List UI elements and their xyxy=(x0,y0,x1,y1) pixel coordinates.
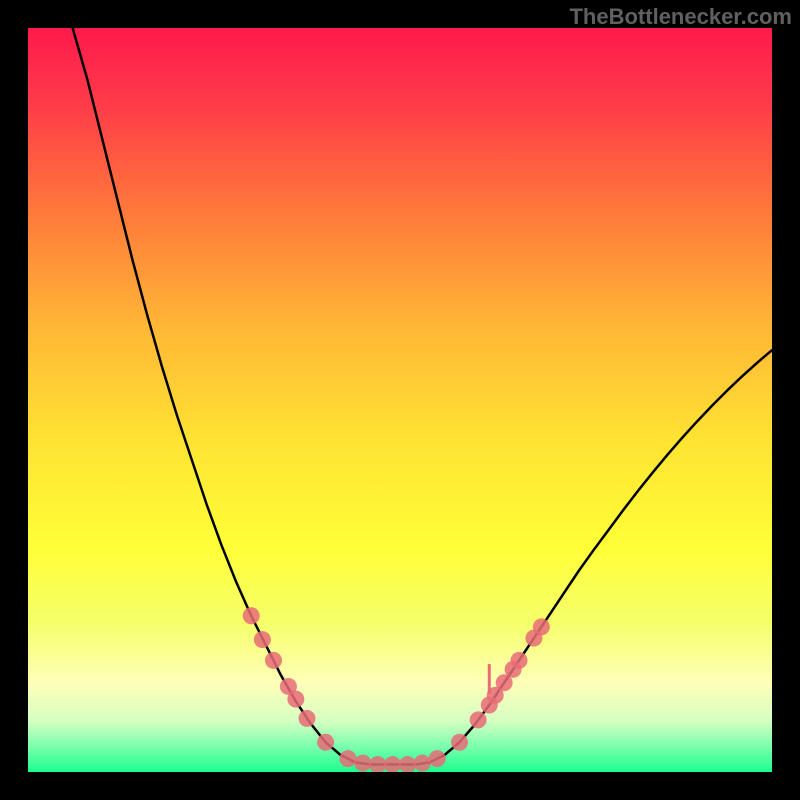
data-marker xyxy=(414,755,431,772)
bottleneck-chart xyxy=(0,0,800,800)
data-marker xyxy=(384,756,401,773)
data-marker xyxy=(511,652,528,669)
chart-frame: TheBottlenecker.com xyxy=(0,0,800,800)
data-marker xyxy=(470,711,487,728)
plot-background xyxy=(28,28,772,772)
watermark-text: TheBottlenecker.com xyxy=(569,4,792,30)
data-marker xyxy=(254,631,271,648)
data-marker xyxy=(287,691,304,708)
data-marker xyxy=(339,750,356,767)
data-marker xyxy=(369,756,386,773)
data-marker xyxy=(399,756,416,773)
data-marker xyxy=(265,652,282,669)
data-marker xyxy=(243,607,260,624)
data-marker xyxy=(451,734,468,751)
data-marker xyxy=(533,618,550,635)
data-marker xyxy=(299,710,316,727)
data-marker xyxy=(429,750,446,767)
data-marker xyxy=(354,755,371,772)
data-marker xyxy=(317,734,334,751)
